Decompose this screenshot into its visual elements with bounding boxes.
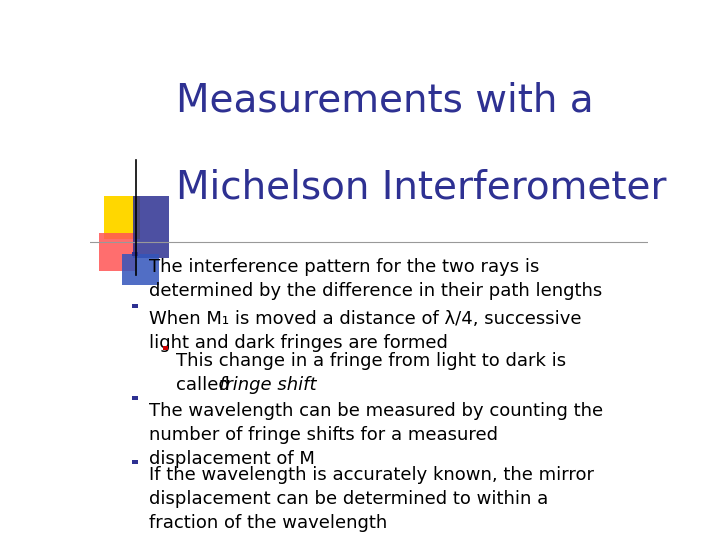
Bar [99, 233, 135, 271]
Text: This change in a fringe from light to dark is: This change in a fringe from light to da… [176, 352, 567, 370]
Bar [122, 254, 158, 285]
Bar [132, 252, 138, 256]
Text: light and dark fringes are formed: light and dark fringes are formed [148, 334, 447, 352]
Text: displacement of M: displacement of M [148, 450, 315, 468]
Text: displacement can be determined to within a: displacement can be determined to within… [148, 490, 548, 508]
Text: When M₁ is moved a distance of λ/4, successive: When M₁ is moved a distance of λ/4, succ… [148, 310, 581, 328]
Text: fringe shift: fringe shift [219, 376, 316, 394]
Text: number of fringe shifts for a measured: number of fringe shifts for a measured [148, 426, 498, 444]
Bar [163, 346, 168, 349]
Text: called: called [176, 376, 236, 394]
Text: The wavelength can be measured by counting the: The wavelength can be measured by counti… [148, 402, 603, 420]
Text: Michelson Interferometer: Michelson Interferometer [176, 168, 667, 207]
Text: Measurements with a: Measurements with a [176, 82, 594, 119]
Bar [104, 196, 140, 239]
Text: fraction of the wavelength: fraction of the wavelength [148, 514, 387, 532]
Bar [132, 396, 138, 400]
Text: determined by the difference in their path lengths: determined by the difference in their pa… [148, 282, 602, 300]
Text: If the wavelength is accurately known, the mirror: If the wavelength is accurately known, t… [148, 466, 593, 484]
Bar [132, 304, 138, 308]
Text: The interference pattern for the two rays is: The interference pattern for the two ray… [148, 258, 539, 276]
Bar [133, 196, 169, 258]
Bar [132, 460, 138, 464]
